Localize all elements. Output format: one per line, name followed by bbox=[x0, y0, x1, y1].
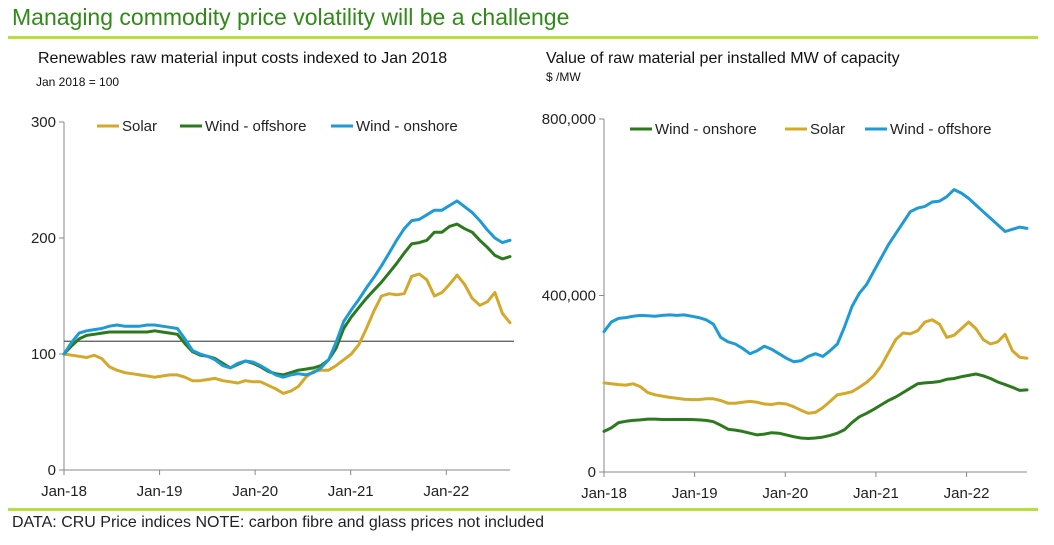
footer-note: DATA: CRU Price indices NOTE: carbon fib… bbox=[12, 514, 544, 532]
right-x-tick-label: Jan-18 bbox=[581, 485, 627, 502]
left-y-tick-label: 200 bbox=[31, 230, 56, 247]
right-x-tick-label: Jan-22 bbox=[944, 485, 990, 502]
left-series-wind-offshore bbox=[64, 224, 510, 375]
left-x-tick-label: Jan-22 bbox=[423, 483, 469, 500]
right-x-tick-label: Jan-20 bbox=[762, 485, 808, 502]
left-y-tick-label: 0 bbox=[48, 462, 56, 479]
left-series-wind-onshore bbox=[64, 201, 510, 377]
right-legend-label-wind-offshore: Wind - offshore bbox=[890, 121, 991, 138]
charts-canvas: 0 100 200 300 Jan-18 Jan-19 Jan-20 Jan-21 Jan-22… bbox=[0, 0, 1054, 545]
right-y-tick-label: 0 bbox=[588, 464, 596, 481]
left-x-tick-label: Jan-19 bbox=[137, 483, 183, 500]
left-legend-label-wind-offshore: Wind - offshore bbox=[205, 118, 306, 135]
right-x-tick-label: Jan-19 bbox=[672, 485, 718, 502]
right-y-tick-label: 800,000 bbox=[542, 111, 596, 128]
bottom-divider bbox=[8, 508, 1038, 511]
left-x-tick-label: Jan-21 bbox=[328, 483, 374, 500]
right-series-wind-offshore bbox=[604, 190, 1027, 362]
right-series-wind-onshore bbox=[604, 374, 1027, 439]
left-legend-label-wind-onshore: Wind - onshore bbox=[356, 118, 458, 135]
left-x-tick-label: Jan-18 bbox=[41, 483, 87, 500]
left-y-tick-label: 300 bbox=[31, 114, 56, 131]
right-series-solar bbox=[604, 320, 1027, 414]
right-legend-label-wind-onshore: Wind - onshore bbox=[655, 121, 757, 138]
left-y-tick-label: 100 bbox=[31, 346, 56, 363]
right-x-tick-label: Jan-21 bbox=[853, 485, 899, 502]
right-y-tick-label: 400,000 bbox=[542, 288, 596, 305]
left-legend-label-solar: Solar bbox=[122, 118, 157, 135]
right-legend-label-solar: Solar bbox=[810, 121, 845, 138]
left-x-tick-label: Jan-20 bbox=[232, 483, 278, 500]
